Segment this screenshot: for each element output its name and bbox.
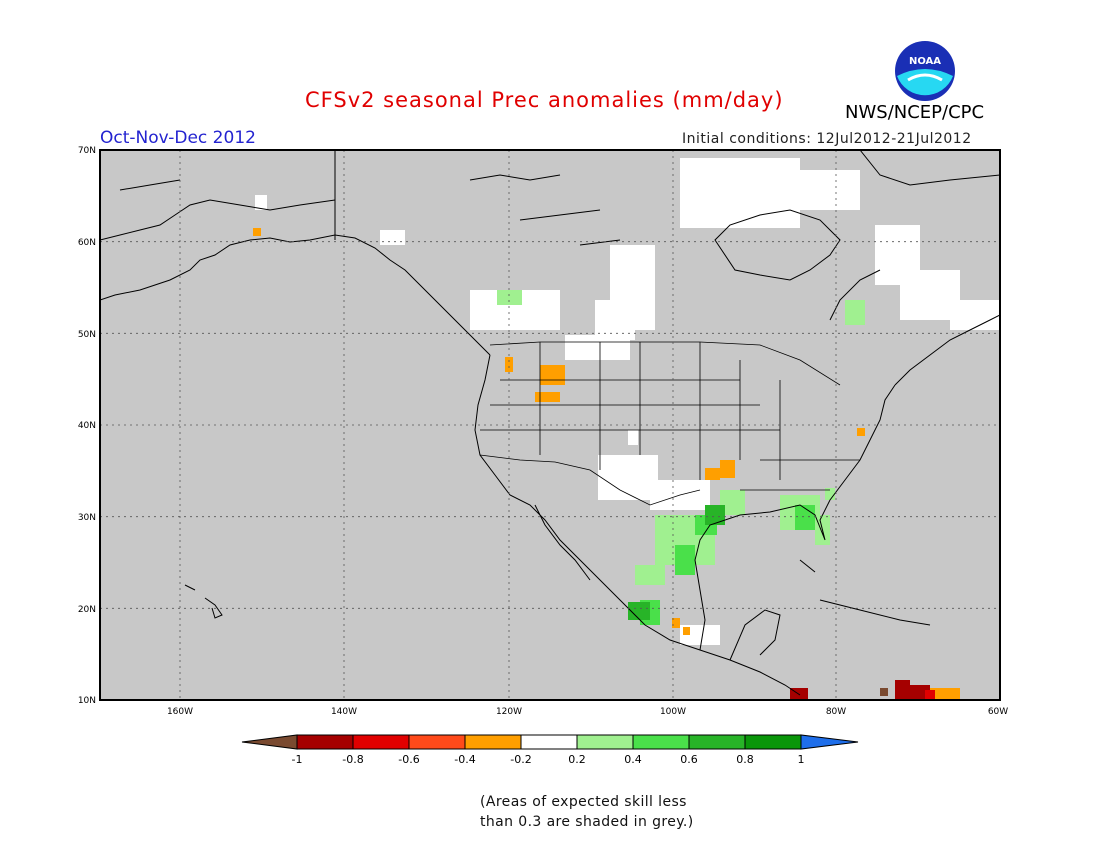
colorbar-label: -0.6 — [398, 753, 419, 766]
map-frame — [99, 149, 1001, 701]
colorbar-segment — [464, 734, 522, 750]
colorbar-segment — [408, 734, 466, 750]
longitude-labels: 160W 140W 120W 100W 80W 60W — [167, 707, 1008, 717]
colorbar-label: 0.6 — [680, 753, 698, 766]
colorbar-low-arrow — [241, 734, 298, 750]
colorbar-segment — [632, 734, 690, 750]
brown-areas — [880, 688, 888, 696]
dark-green-areas — [628, 505, 725, 620]
logo-text: NOAA — [909, 56, 941, 67]
lon-label: 100W — [660, 707, 686, 717]
colorbar-label: 0.2 — [568, 753, 586, 766]
lat-label: 40N — [78, 421, 96, 431]
colorbar-labels: -1 -0.8 -0.6 -0.4 -0.2 0.2 0.4 0.6 0.8 1 — [292, 753, 805, 766]
colorbar-label: 0.4 — [624, 753, 642, 766]
lon-label: 140W — [331, 707, 357, 717]
lat-label: 50N — [78, 330, 96, 340]
lon-label: 160W — [167, 707, 193, 717]
colorbar-segment — [744, 734, 802, 750]
colorbar-label: -0.2 — [510, 753, 531, 766]
coastlines — [100, 150, 1000, 696]
red-areas — [925, 690, 935, 700]
chart-title: CFSv2 seasonal Prec anomalies (mm/day) — [305, 88, 784, 112]
colorbar-label: -1 — [292, 753, 303, 766]
lat-label: 60N — [78, 238, 96, 248]
colorbar-segment — [520, 734, 578, 750]
colorbar-label: -0.8 — [342, 753, 363, 766]
colorbar — [241, 734, 859, 750]
lon-label: 60W — [988, 707, 1008, 717]
colorbar-segment — [296, 734, 354, 750]
colorbar-segment — [352, 734, 410, 750]
grid-lines — [100, 150, 1000, 700]
skill-footnote: (Areas of expected skill less than 0.3 a… — [480, 792, 694, 832]
colorbar-label: 1 — [798, 753, 805, 766]
colorbar-high-arrow — [800, 734, 859, 750]
political-borders — [479, 341, 860, 506]
colorbar-label: -0.4 — [454, 753, 475, 766]
lon-label: 120W — [496, 707, 522, 717]
footnote-line-1: (Areas of expected skill less — [480, 794, 687, 810]
season-label: Oct-Nov-Dec 2012 — [100, 128, 256, 148]
colorbar-segment — [688, 734, 746, 750]
lat-label: 70N — [78, 146, 96, 156]
latitude-labels: 70N 60N 50N 40N 30N 20N 10N — [78, 146, 96, 706]
lat-label: 10N — [78, 696, 96, 706]
agency-label: NWS/NCEP/CPC — [845, 102, 985, 123]
noaa-logo-icon: NOAA — [895, 41, 955, 101]
colorbar-segment — [576, 734, 634, 750]
colorbar-label: 0.8 — [736, 753, 754, 766]
lon-label: 80W — [826, 707, 846, 717]
lat-label: 30N — [78, 513, 96, 523]
initial-conditions-label: Initial conditions: 12Jul2012-21Jul2012 — [682, 131, 972, 147]
anomaly-shading — [100, 150, 1000, 700]
lat-label: 20N — [78, 605, 96, 615]
footnote-line-2: than 0.3 are shaded in grey.) — [480, 814, 694, 830]
